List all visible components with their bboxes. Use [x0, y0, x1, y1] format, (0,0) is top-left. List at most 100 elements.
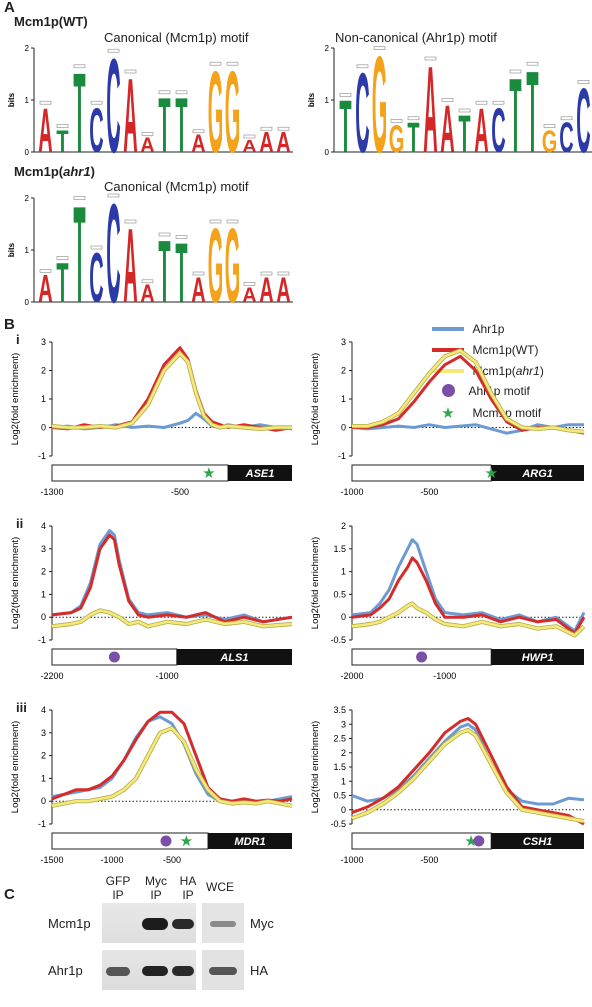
wt-label: Mcm1p(WT) — [14, 14, 88, 29]
logo-tick-label: 0 — [25, 298, 30, 307]
band — [172, 919, 194, 929]
series-line — [352, 349, 585, 434]
series-line — [351, 722, 585, 806]
svg-text:A: A — [242, 283, 257, 307]
gene-name: ARG1 — [521, 468, 553, 480]
band — [209, 967, 237, 975]
logo-error-bar — [124, 69, 137, 74]
x-tick-label: -1000 — [340, 487, 363, 497]
svg-text:G: G — [208, 46, 224, 160]
chart-mdr1: -1 0 1 2 3 4 Log2(fold enrichment) MDR1 ★ -1500 -1… — [10, 705, 293, 865]
y-tick-label: 0.5 — [333, 791, 346, 801]
logo-letter: C — [355, 52, 369, 160]
y-tick-label: 3 — [341, 337, 346, 347]
right-label-ha: HA — [250, 963, 269, 978]
svg-text:G: G — [208, 207, 224, 310]
logo-letter: G — [372, 42, 388, 160]
y-tick-label: 3 — [41, 337, 46, 347]
logo-letter: T — [73, 52, 85, 160]
series-line — [351, 602, 585, 637]
col-label-myc-ip: Myc IP — [145, 874, 167, 902]
col-label-gfp-ip: GFP IP — [105, 874, 131, 902]
svg-text:C: C — [89, 94, 103, 160]
x-tick-label: -2000 — [340, 671, 363, 681]
y-axis-label: Log2(fold enrichment) — [310, 353, 321, 445]
y-tick-label: 4 — [41, 521, 46, 531]
logo-letter: C — [491, 94, 505, 160]
logo-letter: T — [158, 84, 170, 160]
blot-wce-ahr1p — [202, 950, 244, 990]
blot-ip-ahr1p — [102, 950, 196, 990]
legend-line-icon — [432, 326, 464, 331]
y-tick-label: 0 — [341, 612, 346, 622]
logo-letter: A — [242, 136, 257, 156]
gene-bar — [176, 649, 292, 665]
svg-text:C: C — [106, 192, 120, 310]
y-tick-label: 1 — [41, 773, 46, 783]
logo-letter: T — [56, 123, 68, 159]
noncanonical-title: Non-canonical (Ahr1p) motif — [335, 30, 497, 45]
y-tick-label: 0 — [341, 805, 346, 815]
legend-item-mcm1p-wt: Mcm1p(WT) — [432, 341, 538, 359]
mcm1p-motif-icon: ★ — [484, 465, 497, 482]
logo-error-bar — [492, 100, 505, 105]
logo-error-bar — [424, 56, 437, 61]
logo-letter: G — [225, 207, 241, 310]
mcm1p-motif-icon: ★ — [464, 833, 477, 850]
logo-letter: A — [259, 271, 273, 310]
y-tick-label: 1.5 — [333, 544, 346, 554]
x-tick-label: -500 — [420, 487, 438, 497]
logo-error-bar — [175, 235, 188, 239]
logo-letter: G — [225, 46, 241, 160]
x-tick-label: -2200 — [40, 671, 63, 681]
logo-error-bar — [158, 232, 171, 237]
logo-error-bar — [73, 64, 86, 69]
svg-text:A: A — [276, 271, 290, 310]
y-tick-label: -0.5 — [330, 635, 346, 645]
svg-text:A: A — [242, 136, 257, 156]
bits-axis-label: bits — [7, 242, 16, 257]
svg-text:G: G — [225, 207, 241, 310]
logo-tick-label: 0 — [25, 148, 30, 157]
logo-error-bar — [441, 98, 454, 102]
x-tick-label: -1500 — [40, 855, 63, 865]
mcm1p-motif-icon: ★ — [202, 465, 215, 482]
y-tick-label: 1 — [341, 567, 346, 577]
logo-error-bar — [526, 61, 539, 66]
svg-text:C: C — [89, 238, 103, 310]
svg-text:A: A — [276, 128, 290, 159]
logo-error-bar — [390, 119, 403, 123]
svg-text:A: A — [191, 271, 205, 310]
svg-text:A: A — [38, 94, 52, 160]
row-label-ii: ii — [16, 516, 24, 531]
svg-text:T: T — [339, 86, 351, 160]
logo-letter: T — [509, 57, 521, 160]
logo-letter: A — [191, 271, 205, 310]
chart-als1: -1 0 1 2 3 4 Log2(fold enrichment) ALS1 -2200 -10… — [10, 521, 293, 681]
logo-error-bar — [243, 134, 256, 139]
y-axis-label: Log2(fold enrichment) — [310, 721, 321, 813]
logo-error-bar — [560, 116, 573, 121]
gene-bar — [228, 465, 292, 481]
bits-axis-label: bits — [307, 92, 316, 107]
logo-letter: C — [89, 238, 103, 310]
y-tick-label: 1 — [341, 776, 346, 786]
svg-text:G: G — [372, 42, 388, 160]
chart-hwp1: -0.5 0 0.5 1 1.5 2 Log2(fold enrichment) HWP1 -2… — [310, 521, 586, 681]
svg-text:A: A — [140, 280, 154, 308]
gene-name: CSH1 — [523, 836, 552, 848]
canonical-title-ahr1: Canonical (Mcm1p) motif — [104, 179, 249, 194]
logo-error-bar — [107, 48, 120, 53]
svg-text:G: G — [542, 123, 558, 159]
gene-name: HWP1 — [522, 652, 554, 664]
y-tick-label: 3 — [41, 728, 46, 738]
x-tick-label: -1000 — [433, 671, 456, 681]
svg-text:A: A — [474, 94, 488, 160]
x-tick-label: -1300 — [40, 487, 63, 497]
series-line — [351, 556, 586, 635]
row-label-i: i — [16, 332, 20, 347]
logo-error-bar — [90, 100, 103, 105]
row-label-ahr1p: Ahr1p — [48, 963, 83, 978]
y-tick-label: 2 — [341, 748, 346, 758]
